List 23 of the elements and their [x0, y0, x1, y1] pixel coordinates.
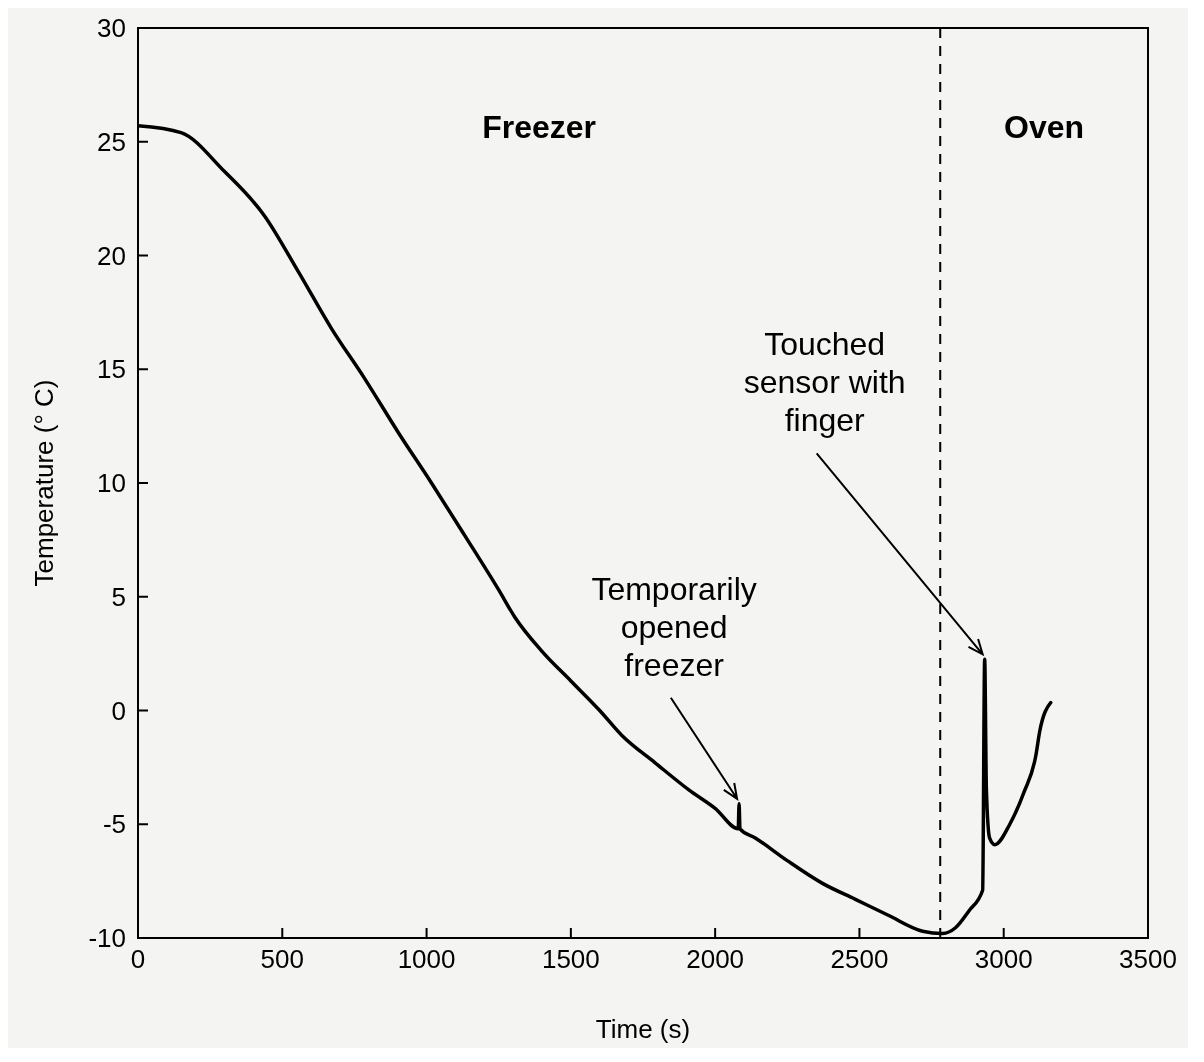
x-tick-label: 3500 — [1119, 944, 1177, 975]
x-tick-label: 3000 — [974, 944, 1033, 975]
x-tick-label: 2500 — [830, 944, 889, 975]
x-tick-label: 2000 — [686, 944, 745, 975]
y-tick-label: 10 — [97, 468, 126, 499]
y-axis-title: Temperature (° C) — [29, 379, 60, 587]
x-tick-label: 1500 — [541, 944, 600, 975]
annotation: Freezer — [482, 109, 597, 145]
annotation: Temporarily opened freezer — [591, 570, 757, 683]
y-tick-label: 0 — [111, 695, 126, 726]
y-tick-label: 20 — [97, 240, 126, 271]
y-tick-label: -5 — [102, 809, 126, 840]
y-tick-label: -10 — [88, 923, 126, 954]
annotation: Touched sensor with finger — [743, 326, 906, 439]
x-tick-label: 1000 — [397, 944, 456, 975]
annotation: Oven — [1004, 109, 1085, 145]
x-axis-title: Time (s) — [595, 1014, 691, 1044]
y-tick-label: 5 — [111, 581, 126, 612]
y-tick-label: 15 — [97, 354, 126, 385]
y-tick-label: 30 — [97, 13, 126, 44]
x-tick-label: 500 — [260, 944, 304, 975]
y-tick-label: 25 — [97, 126, 126, 157]
x-tick-label: 0 — [130, 944, 146, 975]
